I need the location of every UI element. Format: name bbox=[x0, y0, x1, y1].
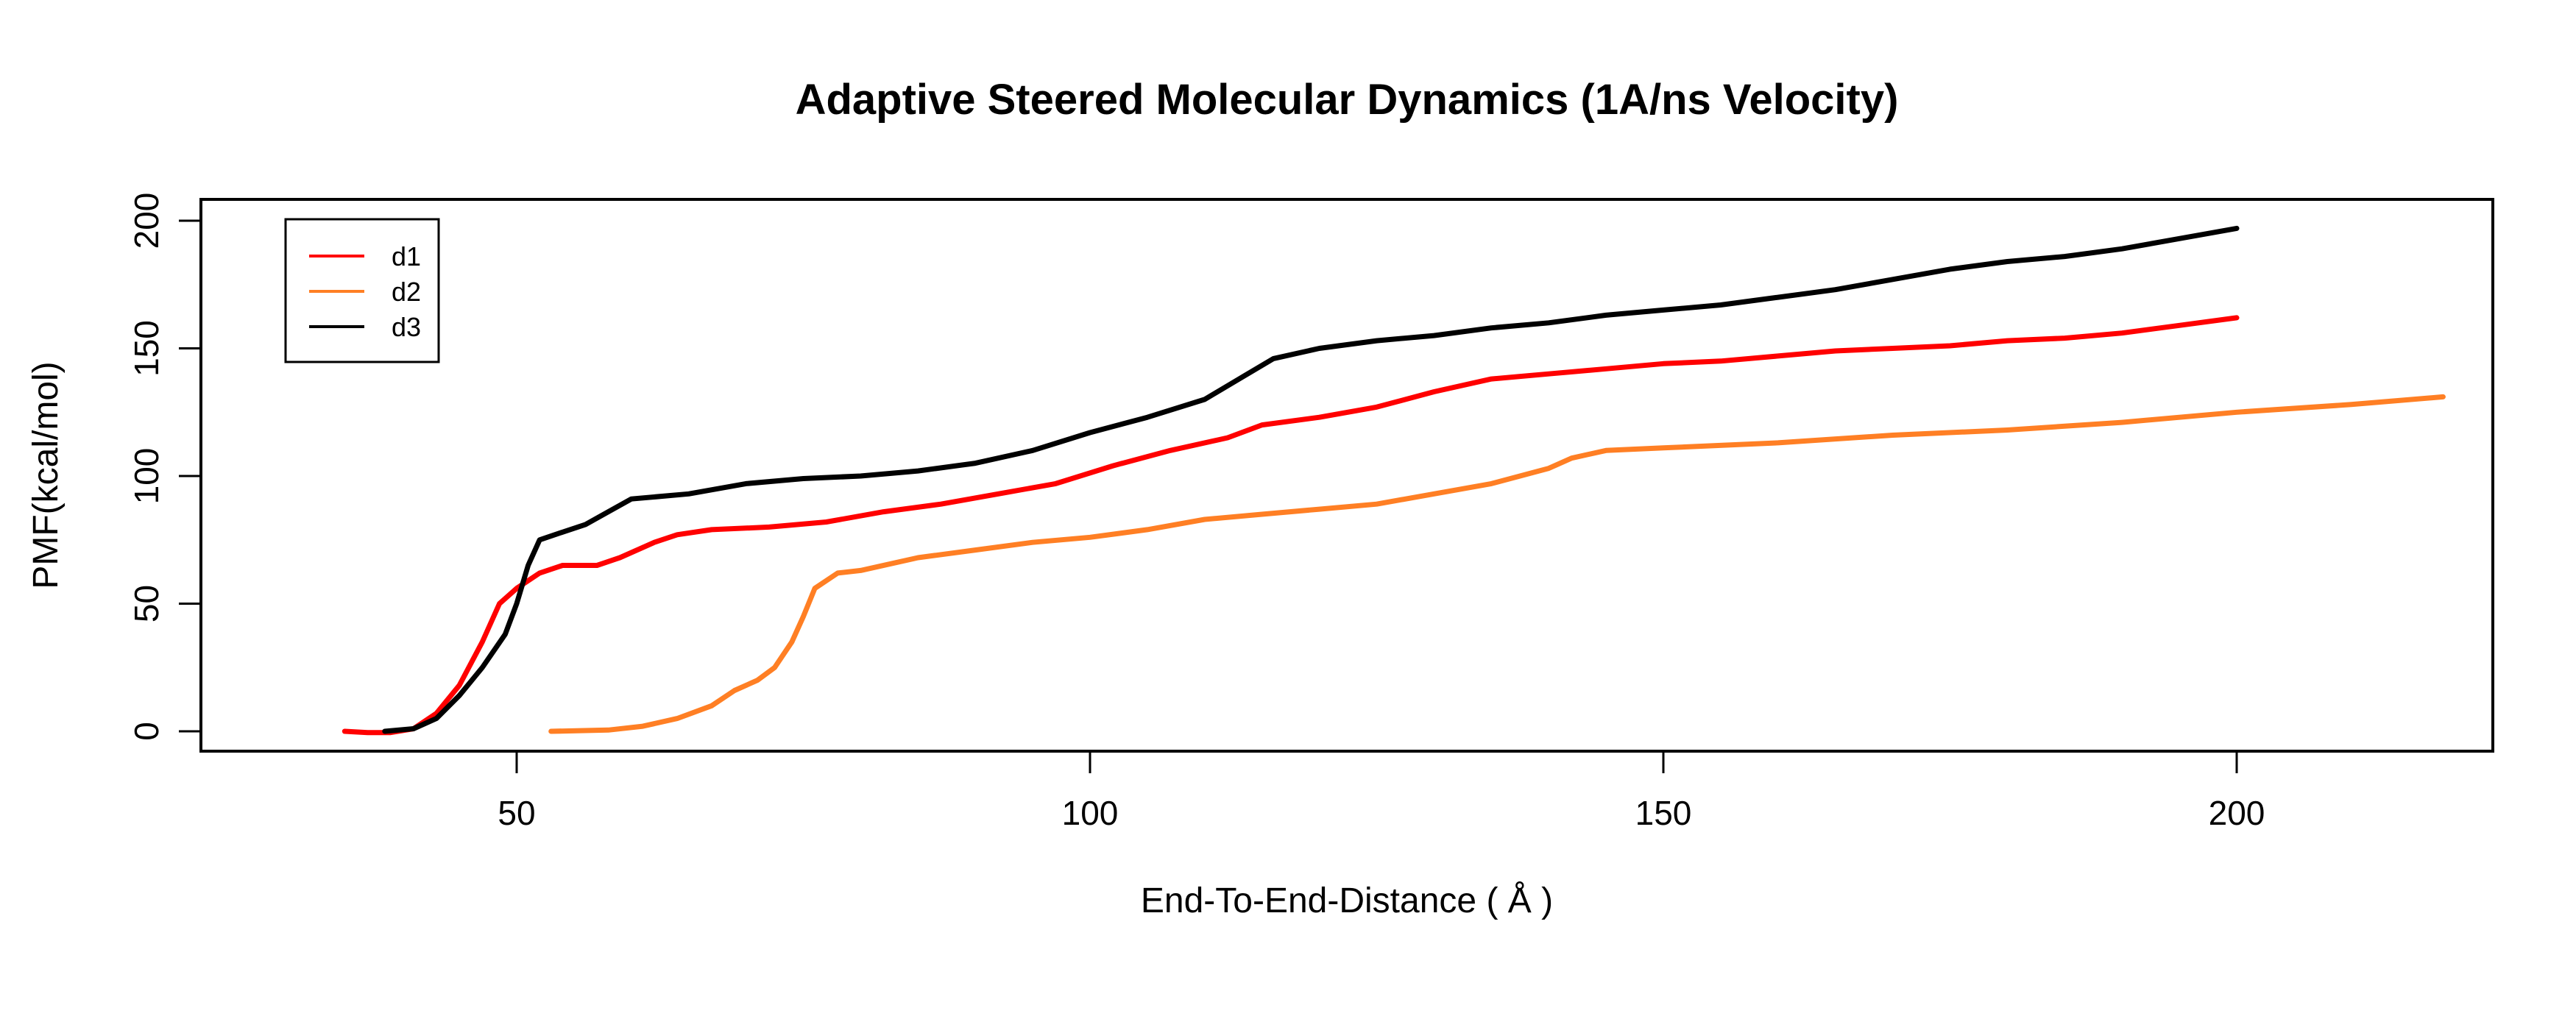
legend-label-d1: d1 bbox=[392, 241, 421, 271]
legend-label-d2: d2 bbox=[392, 277, 421, 307]
x-tick-label: 50 bbox=[498, 794, 535, 832]
y-tick-label: 100 bbox=[127, 448, 166, 505]
x-tick-label: 100 bbox=[1062, 794, 1119, 832]
y-tick-label: 200 bbox=[127, 193, 166, 249]
series-line-d2 bbox=[548, 394, 2446, 734]
y-tick-label: 150 bbox=[127, 320, 166, 377]
series-line-d1 bbox=[342, 315, 2240, 736]
y-tick-label: 50 bbox=[127, 585, 166, 622]
x-tick-label: 200 bbox=[2209, 794, 2265, 832]
y-axis-label: PMF(kcal/mol) bbox=[26, 361, 66, 589]
plot-frame bbox=[199, 198, 2494, 753]
x-axis-label: End-To-End-Distance ( Å ) bbox=[1141, 881, 1553, 920]
x-axis: 50 100 150 200 bbox=[498, 751, 2265, 832]
y-axis: 0 50 100 150 200 bbox=[127, 193, 201, 741]
legend-label-d3: d3 bbox=[392, 312, 421, 342]
legend: d1 d2 d3 bbox=[284, 218, 440, 363]
x-tick-label: 150 bbox=[1635, 794, 1692, 832]
y-tick-label: 0 bbox=[127, 722, 166, 741]
series-layer bbox=[342, 225, 2446, 736]
series-line-d3 bbox=[382, 225, 2240, 734]
chart-title: Adaptive Steered Molecular Dynamics (1A/… bbox=[796, 76, 1899, 124]
